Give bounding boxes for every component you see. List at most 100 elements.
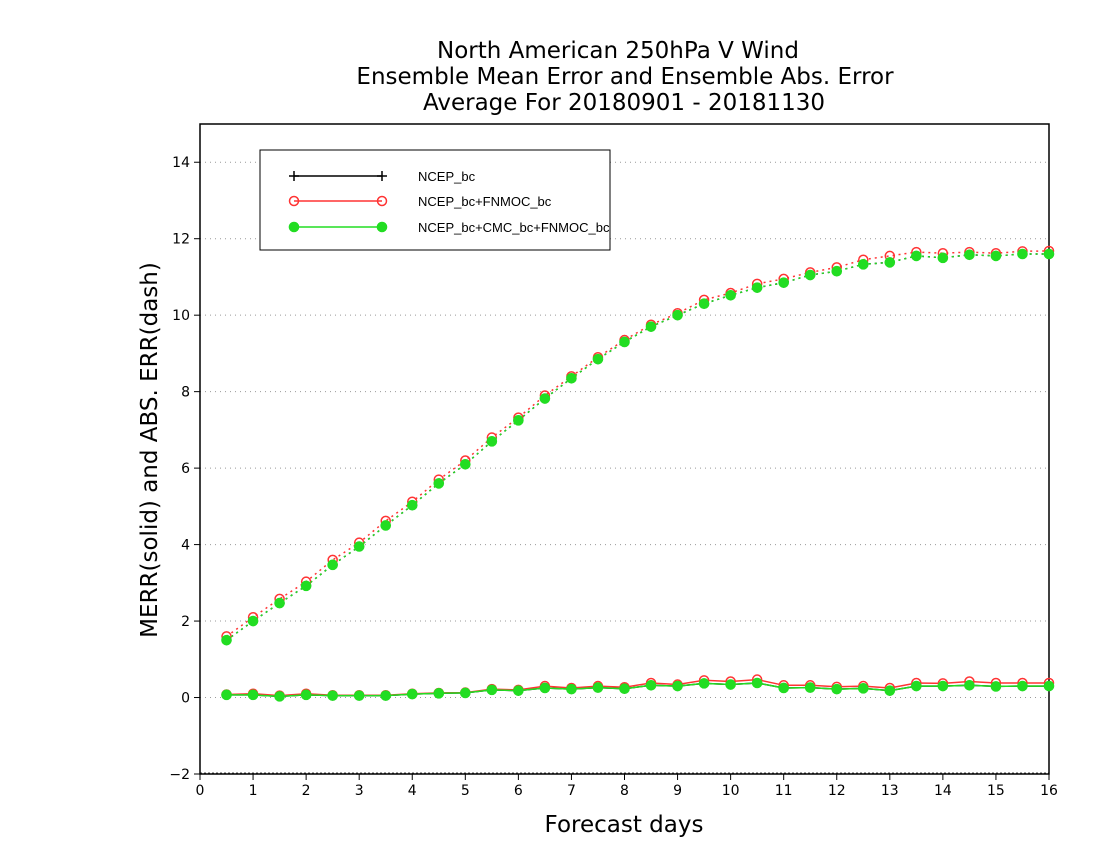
data-point-merr [300, 689, 312, 701]
data-point-abs_err [300, 580, 312, 592]
legend-label: NCEP_bc+CMC_bc+FNMOC_bc [418, 220, 610, 235]
y-tick-label: 14 [172, 155, 190, 171]
data-point-merr [937, 680, 949, 692]
y-axis-label: MERR(solid) and ABS. ERR(dash) [137, 262, 163, 638]
y-tick-label: 4 [181, 538, 190, 554]
data-point-abs_err [406, 499, 418, 511]
data-point-abs_err [1017, 248, 1028, 260]
data-point-merr [433, 688, 445, 699]
x-tick-label: 8 [620, 783, 629, 799]
x-tick-label: 1 [249, 783, 258, 799]
data-point-merr [460, 687, 471, 699]
x-tick-label: 16 [1040, 783, 1058, 799]
legend-marker [376, 195, 388, 207]
legend-marker [376, 221, 388, 233]
data-point-merr [911, 680, 922, 692]
data-point-merr [380, 690, 392, 701]
data-point-abs_err [592, 353, 604, 365]
series-layer [221, 245, 1055, 702]
data-point-merr [831, 683, 843, 695]
legend-label: NCEP_bc [418, 169, 476, 184]
x-tick-label: 4 [408, 783, 417, 799]
data-point-merr [513, 685, 524, 696]
data-point-abs_err [778, 277, 789, 288]
data-point-abs_err [964, 249, 975, 261]
data-point-abs_err [884, 257, 896, 268]
data-point-abs_err [460, 458, 471, 470]
data-point-abs_err [327, 559, 338, 571]
data-point-abs_err [698, 298, 710, 310]
data-point-merr [751, 677, 763, 689]
data-point-abs_err [804, 269, 816, 281]
legend-marker [288, 221, 300, 233]
data-point-merr [274, 691, 285, 702]
x-tick-label: 7 [567, 783, 576, 799]
data-point-merr [698, 678, 710, 689]
data-point-merr [247, 689, 259, 701]
data-point-merr [990, 681, 1002, 692]
x-tick-label: 14 [934, 783, 952, 799]
legend-label: NCEP_bc+FNMOC_bc [418, 194, 552, 209]
data-point-abs_err [433, 478, 445, 489]
data-point-merr [804, 682, 816, 693]
data-point-merr [327, 690, 338, 701]
data-point-merr [964, 679, 975, 691]
y-tick-label: 12 [172, 232, 190, 248]
chart-title-line-3: Average For 20180901 - 20181130 [423, 90, 825, 116]
data-point-abs_err [566, 372, 577, 384]
data-point-abs_err [247, 615, 259, 627]
legend-marker [288, 195, 300, 207]
data-point-merr [566, 683, 577, 695]
data-point-merr [221, 689, 232, 701]
data-point-abs_err [353, 541, 365, 552]
data-point-abs_err [486, 436, 498, 447]
legend-marker [289, 171, 299, 181]
series-line-abs_err [226, 253, 1049, 641]
data-point-abs_err [513, 415, 524, 426]
y-gridlines [200, 161, 1049, 774]
data-point-abs_err [539, 393, 551, 404]
data-point-abs_err [274, 597, 285, 609]
data-point-abs_err [751, 282, 763, 293]
legend: NCEP_bc NCEP_bc+FNMOC_bc NCEP_bc+CMC_bc+FN… [259, 149, 611, 251]
data-point-abs_err [1043, 248, 1055, 260]
y-tick-label: −2 [169, 767, 190, 783]
y-tick-label: 2 [181, 614, 190, 630]
x-tick-label: 13 [881, 783, 899, 799]
data-point-merr [725, 679, 736, 690]
data-point-merr [406, 688, 418, 700]
chart-title-line-2: Ensemble Mean Error and Ensemble Abs. Er… [356, 64, 894, 90]
data-point-abs_err [990, 250, 1002, 262]
x-tick-label: 0 [196, 783, 205, 799]
data-point-merr [1017, 680, 1028, 692]
data-point-merr [619, 683, 630, 695]
x-tick-label: 11 [775, 783, 793, 799]
legend-box [259, 149, 611, 251]
x-tick-label: 10 [722, 783, 740, 799]
data-point-abs_err [380, 520, 392, 531]
legend-marker [377, 171, 387, 181]
y-tick-label: 8 [181, 385, 190, 401]
data-point-abs_err [672, 309, 683, 321]
x-tick-label: 3 [355, 783, 364, 799]
data-point-merr [672, 680, 683, 692]
data-point-abs_err [645, 321, 657, 332]
series-line-abs_err [226, 250, 1050, 638]
data-point-merr [884, 685, 896, 696]
data-point-abs_err [619, 336, 630, 348]
series-line-abs_err [226, 253, 1049, 641]
x-tick-label: 6 [514, 783, 523, 799]
data-point-merr [645, 679, 657, 691]
data-point-abs_err [831, 265, 843, 277]
data-point-merr [1043, 680, 1055, 692]
data-point-merr [353, 690, 365, 701]
data-point-abs_err [725, 289, 736, 301]
y-tick-label: 6 [181, 461, 190, 477]
data-point-merr [592, 682, 604, 693]
y-tick-label: 0 [181, 691, 190, 707]
data-point-abs_err [911, 250, 922, 262]
x-tick-label: 12 [828, 783, 846, 799]
x-tick-label: 5 [461, 783, 470, 799]
data-point-merr [539, 682, 551, 694]
